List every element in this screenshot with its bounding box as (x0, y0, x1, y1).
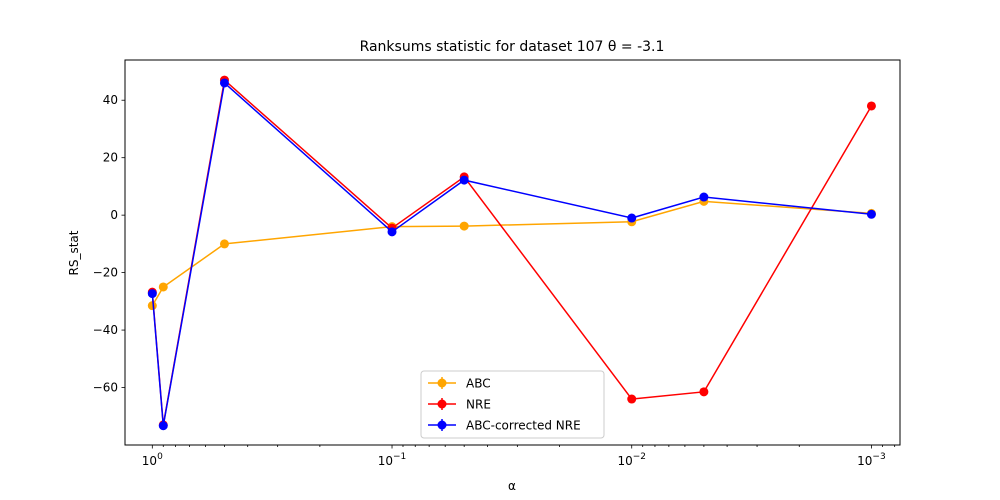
legend-marker (437, 420, 447, 430)
x-tick-label: 10−3 (857, 452, 886, 468)
series-layer (147, 75, 876, 431)
x-tick-exponent: −3 (872, 452, 885, 462)
chart-title: Ranksums statistic for dataset 107 θ = -… (360, 39, 665, 55)
data-point (158, 421, 168, 431)
y-tick-label: −40 (93, 323, 118, 337)
x-axis-label: α (508, 479, 516, 493)
y-axis-label: RS_stat (67, 230, 81, 275)
data-point (147, 301, 157, 311)
data-point (158, 282, 168, 292)
data-point (219, 239, 229, 249)
legend-item: ABC (428, 377, 491, 391)
legend-item: ABC-corrected NRE (428, 419, 581, 433)
x-tick-label: 100 (142, 452, 163, 468)
data-point (459, 221, 469, 231)
legend-item: NRE (428, 398, 491, 412)
legend-box (420, 370, 605, 439)
legend-label: ABC (466, 377, 491, 391)
x-tick-exponent: −1 (393, 452, 406, 462)
legend: ABC NRE ABC-corrected NRE (420, 370, 605, 439)
data-point (387, 227, 397, 237)
y-tick-label: −20 (93, 266, 118, 280)
data-point (147, 289, 157, 299)
data-point (699, 387, 709, 397)
x-tick-base: 10 (142, 454, 157, 468)
data-point (459, 175, 469, 185)
series-2 (147, 78, 876, 431)
series-0 (147, 196, 876, 311)
series-line (151, 200, 872, 307)
y-tick-label: 20 (103, 151, 118, 165)
x-tick-base: 10 (617, 454, 632, 468)
x-axis: 100 10−1 10−2 10−3 (142, 445, 896, 468)
y-tick-label: 40 (103, 93, 118, 107)
x-tick-label: 10−1 (378, 452, 407, 468)
y-axis: 40 20 0 −20 −40 −60 (93, 93, 125, 395)
x-tick-label: 10−2 (617, 452, 646, 468)
x-tick-exponent: −2 (633, 452, 646, 462)
data-point (866, 209, 876, 219)
x-tick-base: 10 (857, 454, 872, 468)
legend-marker (437, 378, 447, 388)
legend-label: ABC-corrected NRE (466, 419, 581, 433)
legend-label: NRE (466, 398, 491, 412)
plot-area (124, 59, 901, 446)
data-point (866, 101, 876, 111)
x-tick-base: 10 (378, 454, 393, 468)
y-tick-label: −60 (93, 381, 118, 395)
data-point (627, 394, 637, 404)
x-tick-exponent: 0 (157, 452, 163, 462)
legend-marker (437, 399, 447, 409)
data-point (627, 213, 637, 223)
y-tick-label: 0 (110, 208, 118, 222)
series-line (151, 81, 872, 426)
data-point (219, 78, 229, 88)
data-point (699, 192, 709, 202)
